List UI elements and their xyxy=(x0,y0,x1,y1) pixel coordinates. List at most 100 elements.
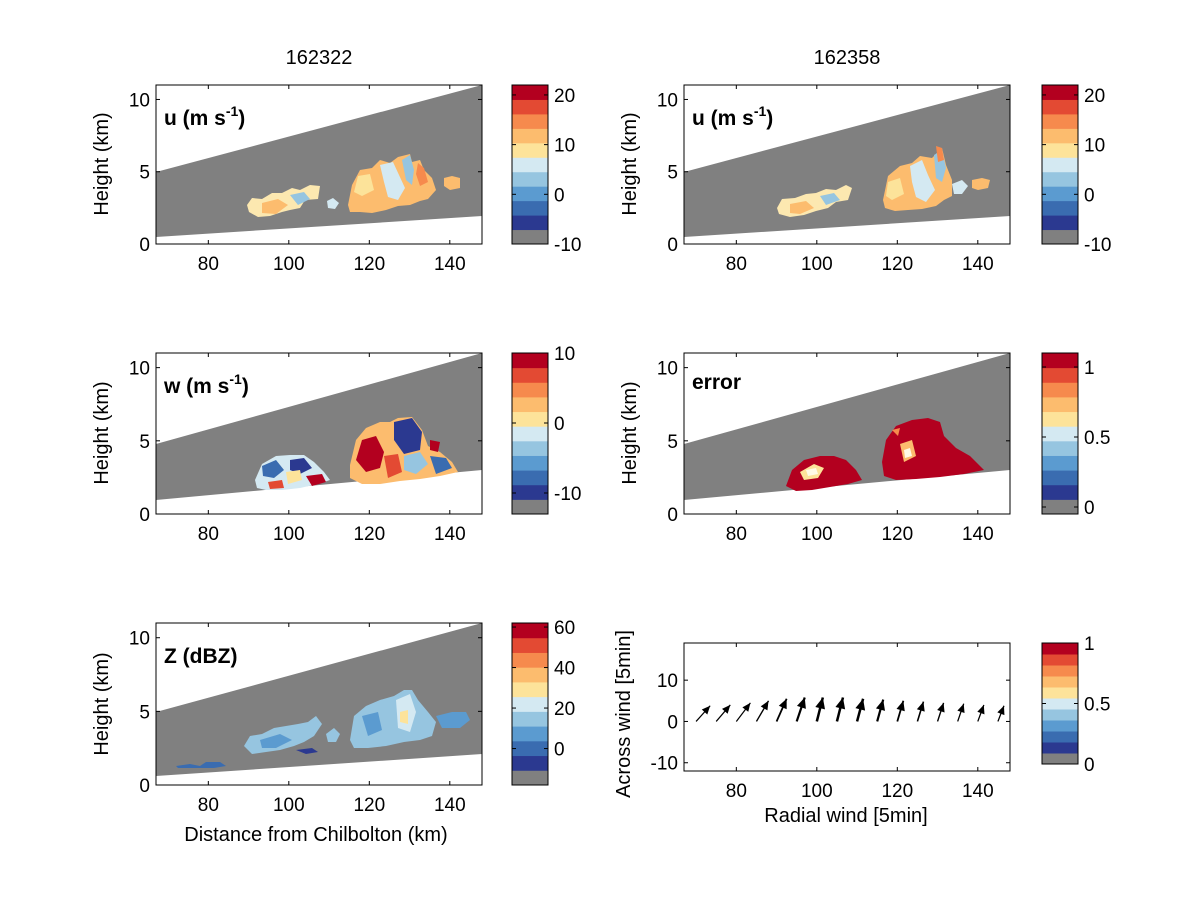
wind-vector xyxy=(855,698,866,722)
wind-vector xyxy=(936,702,945,722)
colorbar-tick-label: -10 xyxy=(554,235,581,256)
echo-patch xyxy=(886,178,904,200)
colorbar-swatch xyxy=(1042,499,1078,515)
colorbar: 60 40 20 0 xyxy=(511,618,575,786)
echo-patch xyxy=(790,201,814,214)
colorbar-tick-label: 0.5 xyxy=(1084,428,1110,449)
colorbar-swatch xyxy=(512,726,548,742)
y-tick-label: 0 xyxy=(139,505,150,526)
colorbar-swatch xyxy=(512,711,548,727)
colorbar-swatch xyxy=(1042,470,1078,486)
colorbar-swatch xyxy=(512,770,548,786)
panel-error-162358 xyxy=(683,352,1011,515)
echo-cell-far-east xyxy=(972,178,990,190)
colorbar-swatch xyxy=(512,186,548,202)
colorbar-swatch xyxy=(512,113,548,129)
wind-vector xyxy=(775,698,788,722)
wind-vector xyxy=(896,700,905,722)
wind-vector-group xyxy=(695,697,1005,722)
y-axis-label: Height (km) xyxy=(91,112,113,215)
colorbar-swatch xyxy=(1042,753,1078,765)
y-tick-label: 5 xyxy=(139,432,150,453)
colorbar-swatch xyxy=(1042,411,1078,427)
echo-patch xyxy=(820,193,840,205)
colorbar-swatch xyxy=(1042,654,1078,666)
echo-region xyxy=(247,154,460,217)
wind-vector-head xyxy=(815,697,826,710)
echo-cell-mid xyxy=(952,180,968,194)
colorbar-swatch xyxy=(1042,455,1078,471)
x-tick-label: 100 xyxy=(801,524,833,545)
colorbar-tick-label: 10 xyxy=(1084,136,1105,157)
wind-vector xyxy=(755,700,770,722)
colorbar-swatch xyxy=(1042,128,1078,144)
wind-vector xyxy=(735,702,751,722)
panel-u-162322 xyxy=(155,84,483,245)
echo-region xyxy=(786,418,984,491)
colorbar-swatch xyxy=(1042,643,1078,655)
colorbar-tick-label: 0.5 xyxy=(1084,695,1110,716)
colorbar-tick-label: 20 xyxy=(554,86,575,107)
echo-patch xyxy=(356,436,384,472)
colorbar: 10 0 -10 xyxy=(511,344,581,515)
echo-cell-small xyxy=(326,728,340,742)
x-tick-label: 100 xyxy=(273,254,305,275)
echo-patch xyxy=(290,458,312,474)
colorbar-swatch xyxy=(512,652,548,668)
y-tick-label: -10 xyxy=(651,754,678,775)
echo-patch xyxy=(400,710,408,724)
echo-cell-west xyxy=(786,456,862,491)
colorbar-swatch xyxy=(512,99,548,115)
colorbar-swatch xyxy=(512,411,548,427)
colorbar-tick-label: 0 xyxy=(1084,185,1095,206)
colorbar-swatch xyxy=(1042,720,1078,732)
y-tick-label: 5 xyxy=(139,163,150,184)
echo-patch xyxy=(384,454,402,478)
colorbar-swatch xyxy=(1042,709,1078,721)
colorbar-swatch xyxy=(512,382,548,398)
colorbar-swatch xyxy=(1042,665,1078,677)
colorbar-swatch xyxy=(1042,698,1078,710)
plot-frame xyxy=(155,622,483,786)
y-tick-label: 5 xyxy=(139,702,150,723)
close-paren: ) xyxy=(242,375,249,398)
echo-fringe xyxy=(296,748,318,754)
colorbar-tick-label: 10 xyxy=(554,344,575,365)
y-tick-label: 0 xyxy=(139,235,150,256)
x-tick-label: 120 xyxy=(881,524,913,545)
x-tick-label: 140 xyxy=(434,795,466,816)
colorbar-swatch xyxy=(512,696,548,712)
colorbar-swatch xyxy=(1042,113,1078,129)
wind-vector xyxy=(795,697,806,722)
echo-patch xyxy=(430,440,440,452)
echo-patch xyxy=(806,468,818,476)
echo-patch xyxy=(404,452,428,474)
echo-patch xyxy=(262,199,288,214)
plot-frame xyxy=(155,352,483,515)
colorbar-swatch xyxy=(512,623,548,639)
colorbar-swatch xyxy=(512,470,548,486)
wind-vector-head xyxy=(977,704,985,715)
colorbar-tick-label: 0 xyxy=(1084,498,1095,519)
y-tick-label: 0 xyxy=(667,505,678,526)
plot-frame xyxy=(683,352,1011,515)
echo-patch xyxy=(394,418,422,454)
wind-vector-head xyxy=(835,697,846,710)
echo-cell-east xyxy=(882,418,984,480)
x-tick-label: 100 xyxy=(801,254,833,275)
wind-vector-head xyxy=(796,697,806,709)
y-axis-label: Across wind [5min] xyxy=(613,630,635,798)
echo-patch xyxy=(904,448,912,458)
plot-frame xyxy=(683,84,1011,245)
colorbar-swatch xyxy=(1042,440,1078,456)
y-tick-label: 10 xyxy=(657,359,678,380)
echo-patch xyxy=(402,155,414,185)
x-tick-label: 140 xyxy=(434,254,466,275)
x-tick-label: 140 xyxy=(962,781,994,802)
colorbar-swatch xyxy=(1042,687,1078,699)
y-tick-label: 0 xyxy=(667,712,678,733)
y-tick-label: 10 xyxy=(129,629,150,650)
echo-patch xyxy=(286,470,302,484)
